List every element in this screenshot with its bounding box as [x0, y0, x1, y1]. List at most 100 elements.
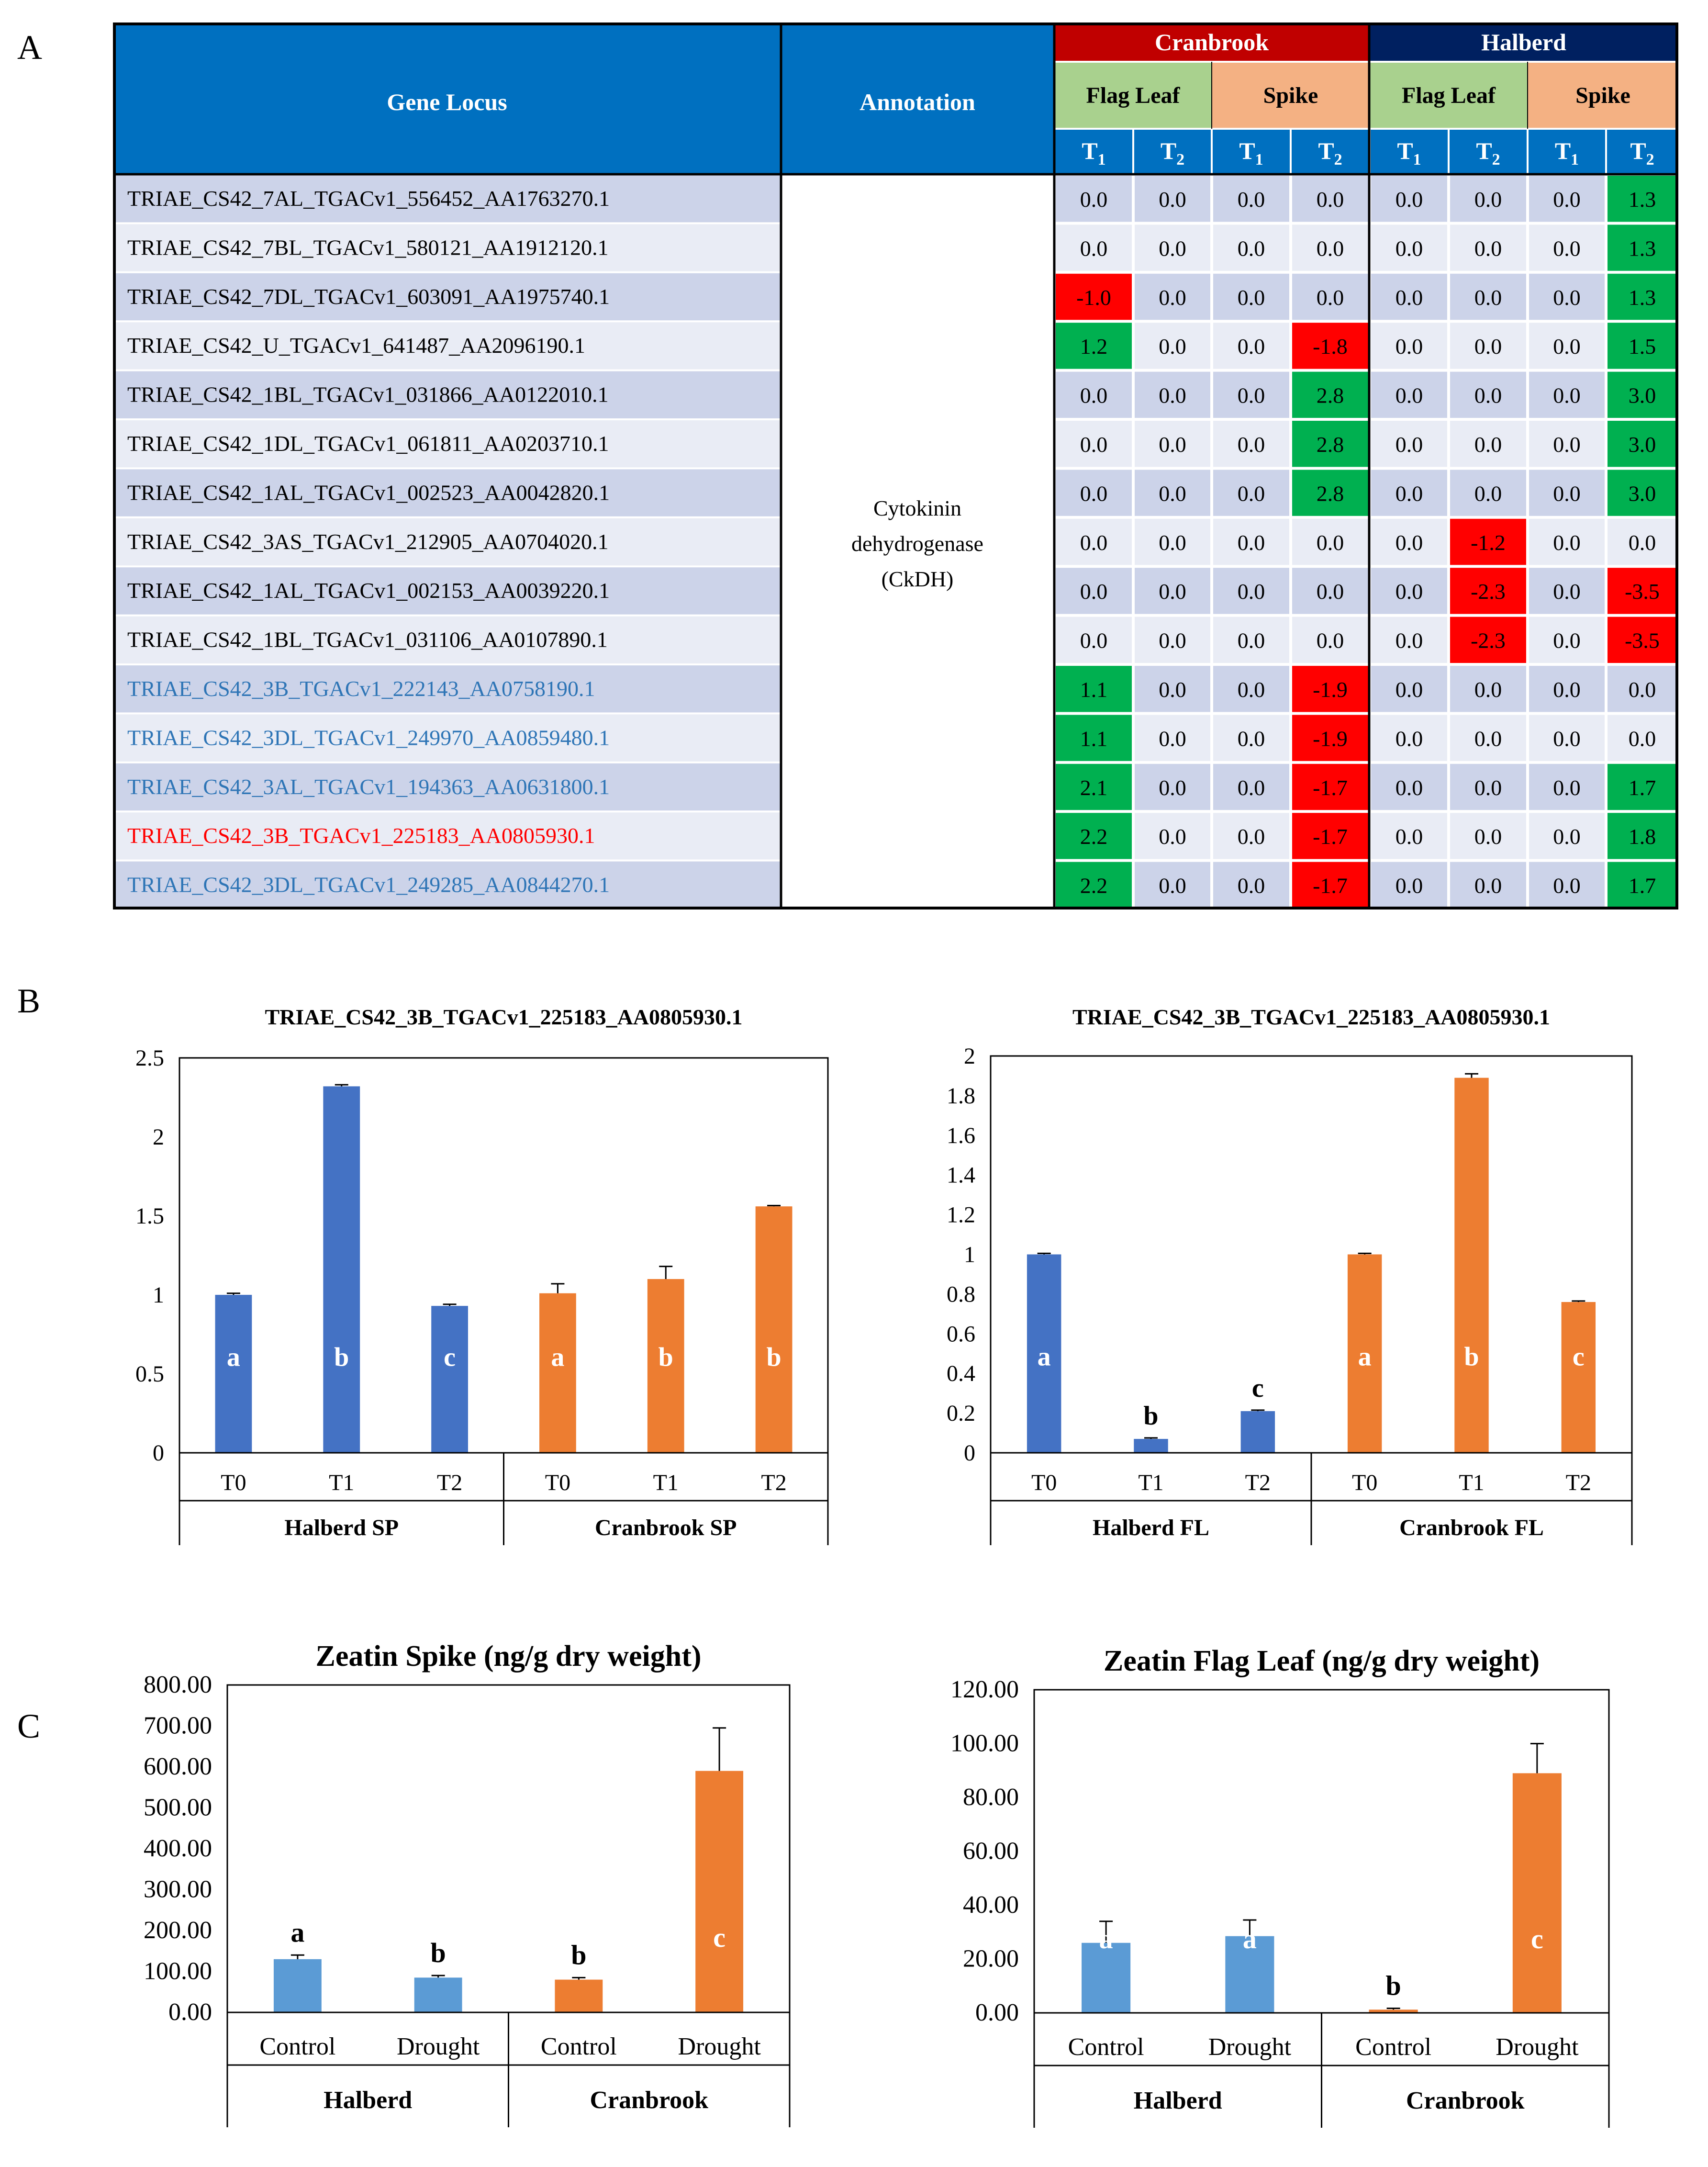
value-text: 0.0	[1474, 432, 1502, 457]
x-tick-label: T2	[1245, 1470, 1271, 1495]
value-cell	[1056, 371, 1132, 418]
value-text: 0.0	[1474, 236, 1502, 260]
tissue-label: Flag Leaf	[1086, 83, 1181, 108]
value-cell	[1135, 176, 1210, 222]
value-cell	[1292, 518, 1368, 565]
value-cell	[1608, 617, 1677, 663]
value-cell	[1056, 813, 1132, 859]
value-text: 0.0	[1553, 187, 1581, 212]
value-text: -3.5	[1625, 629, 1660, 653]
value-cell	[1135, 764, 1210, 810]
value-text: 0.0	[1474, 285, 1502, 310]
value-cell	[1292, 568, 1368, 614]
group-label: Halberd	[1134, 2087, 1222, 2114]
significance-letter: c	[1531, 1923, 1543, 1954]
value-text: 0.0	[1159, 677, 1186, 702]
group-label: Cranbrook SP	[595, 1515, 737, 1540]
value-text: 0.0	[1159, 334, 1186, 359]
significance-letter: b	[430, 1937, 446, 1968]
tissue-cell	[1370, 62, 1528, 129]
y-tick-label: 800.00	[144, 1671, 212, 1698]
value-cell	[1056, 518, 1132, 565]
bar	[647, 1279, 684, 1453]
value-text: 0.0	[1553, 775, 1581, 800]
value-text: 1.1	[1080, 677, 1108, 702]
value-text: -1.7	[1313, 775, 1348, 800]
value-cell	[1608, 323, 1677, 369]
value-text: 1.7	[1629, 775, 1656, 800]
gene-locus-text: TRIAE_CS42_1DL_TGACv1_061811_AA0203710.1	[127, 431, 609, 456]
x-tick-label: Control	[1068, 2033, 1144, 2061]
value-cell	[1135, 421, 1210, 467]
time-label: T2	[1318, 137, 1342, 168]
value-text: 0.0	[1238, 285, 1265, 310]
value-cell	[1450, 764, 1526, 810]
value-cell	[1371, 421, 1447, 467]
value-text: 0.0	[1395, 432, 1423, 457]
y-tick-label: 0.00	[975, 1999, 1019, 2026]
value-text: 0.0	[1395, 334, 1423, 359]
value-text: 0.0	[1159, 579, 1186, 604]
value-text: 3.0	[1629, 383, 1656, 408]
value-cell	[1608, 273, 1677, 320]
value-text: 0.0	[1553, 824, 1581, 849]
value-text: 0.0	[1474, 383, 1502, 408]
time-label: T2	[1161, 137, 1184, 168]
significance-letter: c	[713, 1922, 726, 1953]
value-cell	[1292, 225, 1368, 271]
chart-title: Zeatin Spike (ng/g dry weight)	[315, 1640, 701, 1673]
annotation-text: dehydrogenase	[851, 531, 983, 556]
value-cell	[1608, 764, 1677, 810]
value-cell	[1450, 225, 1526, 271]
bar	[1369, 2010, 1418, 2013]
value-cell	[1135, 470, 1210, 516]
value-text: 0.0	[1474, 775, 1502, 800]
value-text: -1.9	[1313, 677, 1348, 702]
y-tick-label: 300.00	[144, 1876, 212, 1903]
table-row	[113, 321, 781, 371]
y-tick-label: 1.5	[135, 1203, 164, 1229]
x-tick-label: T1	[1138, 1470, 1163, 1495]
value-cell	[1292, 813, 1368, 859]
y-tick-label: 1	[153, 1282, 164, 1308]
value-cell	[1608, 225, 1677, 271]
value-cell	[1135, 518, 1210, 565]
annotation-text: (CkDH)	[882, 567, 954, 591]
value-cell	[1450, 813, 1526, 859]
value-text: 2.1	[1080, 775, 1108, 800]
value-text: 0.0	[1553, 874, 1581, 898]
value-cell	[1529, 225, 1605, 271]
value-text: 0.0	[1395, 726, 1423, 751]
value-cell	[1135, 323, 1210, 369]
value-text: 0.0	[1159, 629, 1186, 653]
value-text: 0.0	[1395, 187, 1423, 212]
value-text: -1.0	[1076, 285, 1111, 310]
value-cell	[1292, 323, 1368, 369]
tissue-label: Spike	[1575, 83, 1630, 108]
value-text: 0.0	[1238, 383, 1265, 408]
value-text: 0.0	[1395, 677, 1423, 702]
value-text: 0.0	[1080, 481, 1108, 505]
bar	[1134, 1438, 1168, 1453]
value-text: 0.0	[1159, 383, 1186, 408]
value-cell	[1608, 421, 1677, 467]
value-cell	[1371, 518, 1447, 565]
value-cell	[1056, 862, 1132, 908]
value-text: 3.0	[1629, 432, 1656, 457]
chart-halberd-cranbrook-spike-expression: TRIAE_CS42_3B_TGACv1_225183_AA0805930.1 0…	[135, 1005, 829, 1545]
table-row	[113, 174, 781, 224]
value-text: 0.0	[1474, 481, 1502, 505]
value-cell	[1292, 176, 1368, 222]
annotation-header: Annotation	[860, 89, 975, 115]
value-text: 0.0	[1317, 187, 1344, 212]
value-text: 0.0	[1159, 775, 1186, 800]
value-text: 0.0	[1553, 236, 1581, 260]
value-text: 0.0	[1629, 530, 1656, 555]
value-cell	[1292, 862, 1368, 908]
value-text: 0.0	[1395, 285, 1423, 310]
group-label: Halberd	[324, 2087, 412, 2114]
y-tick-label: 20.00	[963, 1945, 1019, 1973]
chart-zeatin-spike: Zeatin Spike (ng/g dry weight) 0.00 100.00…	[144, 1640, 791, 2127]
value-cell	[1529, 323, 1605, 369]
y-tick-label: 60.00	[963, 1838, 1019, 1865]
